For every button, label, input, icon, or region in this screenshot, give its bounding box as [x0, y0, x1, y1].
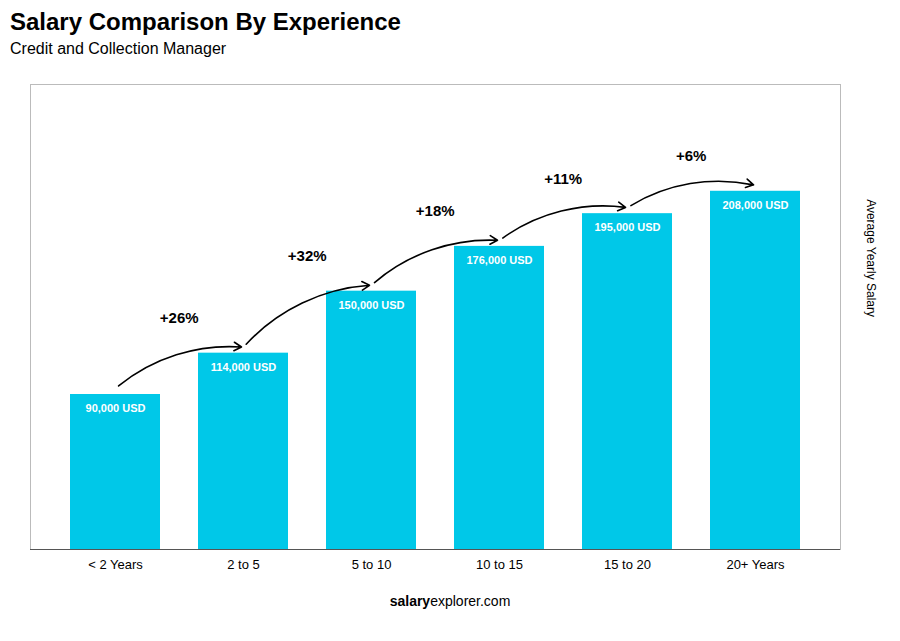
svg-text:150,000 USD: 150,000 USD: [338, 299, 404, 311]
html-text:Salary Comparison By Experienc: Salary Comparison By Experience: [10, 8, 401, 35]
svg-text:20+ Years: 20+ Years: [726, 557, 785, 572]
html-text:Credit and Collection Manager: Credit and Collection Manager: [10, 40, 227, 57]
svg-text:208,000 USD: 208,000 USD: [722, 199, 788, 211]
svg-text:+32%: +32%: [288, 247, 327, 264]
svg-text:+26%: +26%: [160, 309, 199, 326]
html-text:salary explorer.com: salary explorer.com: [389, 593, 511, 609]
svg-text:5 to 10: 5 to 10: [352, 557, 392, 572]
svg-text:2 to 5: 2 to 5: [227, 557, 260, 572]
svg-text:10 to 15: 10 to 15: [476, 557, 523, 572]
svg-text:176,000 USD: 176,000 USD: [466, 254, 532, 266]
svg-text:195,000 USD: 195,000 USD: [594, 221, 660, 233]
svg-text:+18%: +18%: [416, 202, 455, 219]
svg-text:15 to 20: 15 to 20: [604, 557, 651, 572]
svg-text:Average Yearly Salary: Average Yearly Salary: [864, 199, 878, 317]
svg-text:114,000 USD: 114,000 USD: [211, 361, 276, 373]
svg-text:< 2 Years: < 2 Years: [88, 557, 143, 572]
svg-text:90,000 USD: 90,000 USD: [86, 402, 146, 414]
svg-text:+6%: +6%: [676, 147, 706, 164]
svg-text:+11%: +11%: [544, 170, 582, 187]
